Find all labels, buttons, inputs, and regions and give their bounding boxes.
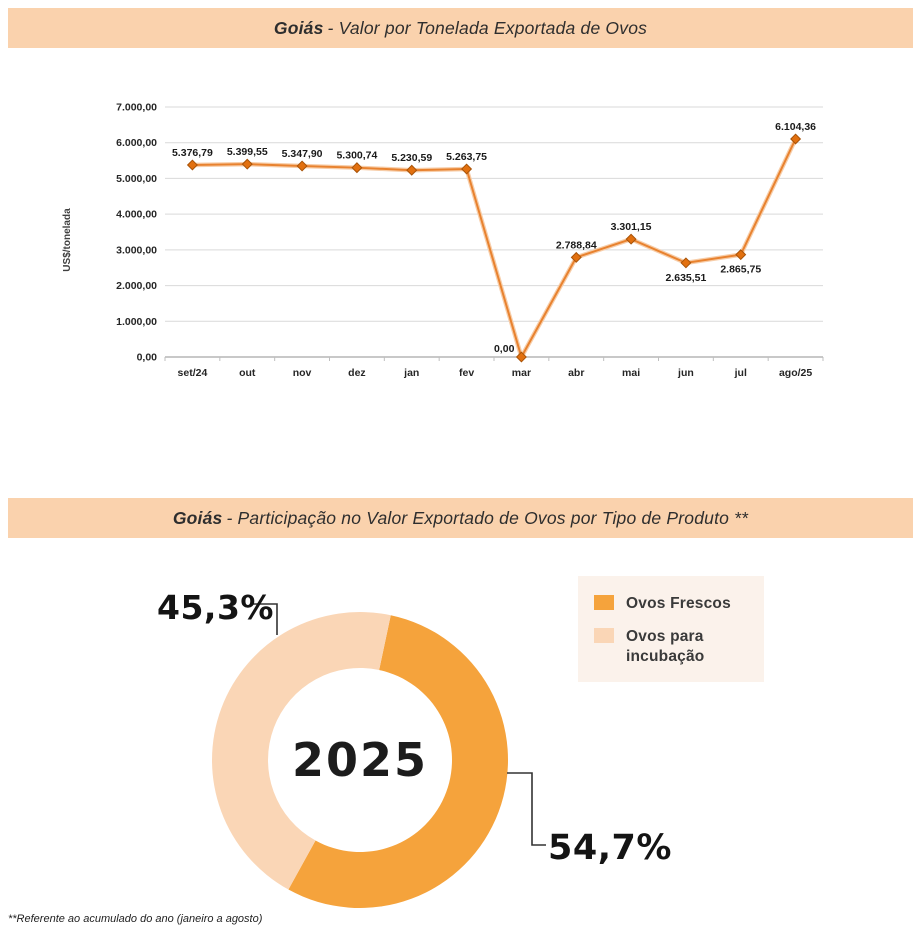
data-point-marker bbox=[241, 158, 253, 170]
data-point-marker bbox=[735, 249, 747, 261]
donut-chart-title-text: - Participação no Valor Exportado de Ovo… bbox=[226, 507, 749, 528]
series-line-halo bbox=[192, 138, 798, 360]
donut-legend: Ovos Frescos Ovos para incubação bbox=[578, 576, 764, 682]
line-chart-title-state: Goiás bbox=[273, 17, 324, 38]
data-point-marker bbox=[461, 163, 473, 175]
data-point-label: 2.635,51 bbox=[665, 272, 706, 284]
data-point-marker bbox=[406, 164, 418, 176]
data-point-label: 5.376,79 bbox=[172, 147, 213, 159]
data-point-label: 5.399,55 bbox=[227, 146, 268, 158]
donut-label-incubacao-pct: 45,3% bbox=[157, 588, 274, 627]
y-tick-label: 7.000,00 bbox=[116, 102, 157, 114]
x-category-label: dez bbox=[348, 367, 366, 379]
data-point-marker bbox=[186, 159, 198, 171]
y-tick-label: 3.000,00 bbox=[116, 244, 157, 256]
x-category-label: mar bbox=[512, 367, 531, 379]
x-category-label: mai bbox=[622, 367, 640, 379]
y-tick-label: 0,00 bbox=[137, 352, 158, 364]
data-point-label: 5.263,75 bbox=[446, 151, 487, 163]
data-point-label: 6.104,36 bbox=[775, 121, 816, 133]
legend-item-ovos-frescos: Ovos Frescos bbox=[594, 594, 764, 613]
data-point-label: 2.788,84 bbox=[556, 239, 597, 251]
data-point-label: 3.301,15 bbox=[611, 221, 652, 233]
data-point-label: 5.230,59 bbox=[391, 152, 432, 164]
data-point-marker bbox=[515, 351, 527, 363]
y-tick-label: 6.000,00 bbox=[116, 137, 157, 149]
data-point-marker bbox=[680, 257, 692, 269]
data-point-label: 2.865,75 bbox=[720, 264, 761, 276]
data-point-label: 0,00 bbox=[494, 343, 515, 355]
line-chart-title-text: - Valor por Tonelada Exportada de Ovos bbox=[327, 17, 648, 38]
x-category-label: jul bbox=[734, 367, 747, 379]
legend-label-ovos-incubacao: Ovos para incubação bbox=[626, 628, 705, 665]
data-point-label: 5.300,74 bbox=[336, 150, 377, 162]
donut-chart bbox=[212, 603, 546, 908]
data-point-marker bbox=[790, 133, 802, 145]
x-category-label: nov bbox=[293, 367, 312, 379]
legend-swatch-ovos-frescos bbox=[594, 595, 614, 610]
x-category-label: fev bbox=[459, 367, 474, 379]
data-point-marker bbox=[296, 160, 308, 172]
data-point-marker bbox=[351, 162, 363, 174]
footnote: **Referente ao acumulado do ano (janeiro… bbox=[8, 913, 263, 925]
donut-slice bbox=[212, 612, 391, 890]
x-category-label: set/24 bbox=[178, 367, 208, 379]
y-tick-label: 2.000,00 bbox=[116, 280, 157, 292]
callout-line-incubacao bbox=[253, 603, 278, 635]
data-point-marker bbox=[625, 233, 637, 245]
y-tick-label: 4.000,00 bbox=[116, 209, 157, 221]
data-point-label: 5.347,90 bbox=[282, 148, 323, 160]
line-chart: 0,00 1.000,00 2.000,00 3.000,00 4.000,00 5.00… bbox=[116, 102, 824, 379]
data-point-marker bbox=[570, 251, 582, 263]
callout-line-frescos bbox=[507, 772, 546, 846]
series-line bbox=[192, 138, 797, 358]
legend-item-ovos-incubacao: Ovos para incubação bbox=[594, 627, 764, 666]
donut-center-year: 2025 bbox=[291, 733, 429, 787]
donut-slice bbox=[288, 615, 509, 908]
y-tick-label: 5.000,00 bbox=[116, 173, 157, 185]
y-tick-label: 1.000,00 bbox=[116, 316, 157, 328]
legend-label-ovos-frescos: Ovos Frescos bbox=[626, 595, 731, 612]
x-category-label: out bbox=[239, 367, 256, 379]
donut-label-frescos-pct: 54,7% bbox=[548, 828, 672, 868]
donut-chart-title-banner: Goiás - Participação no Valor Exportado … bbox=[8, 498, 913, 538]
x-category-label: ago/25 bbox=[779, 367, 812, 379]
legend-swatch-ovos-incubacao bbox=[594, 628, 614, 644]
donut-chart-title-state: Goiás bbox=[172, 507, 223, 528]
x-category-label: jan bbox=[403, 367, 419, 379]
line-chart-title-banner: Goiás - Valor por Tonelada Exportada de … bbox=[8, 8, 913, 48]
x-category-label: abr bbox=[568, 367, 584, 379]
x-category-label: jun bbox=[677, 367, 694, 379]
